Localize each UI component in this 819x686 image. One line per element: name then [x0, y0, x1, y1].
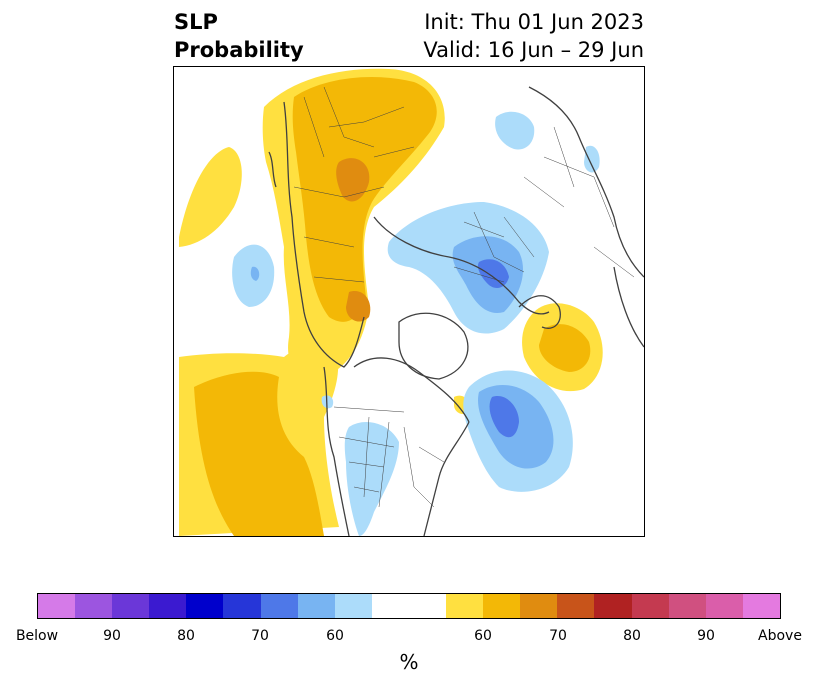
coast-north-america-east: [423, 421, 470, 536]
colorbar-cell: [297, 594, 335, 618]
border-lines-asia: [293, 86, 415, 283]
colorbar-tick-80-above: 80: [623, 628, 641, 644]
above-region-east-asia-dark-2: [346, 291, 371, 322]
date-info: Init: Thu 01 Jun 2023 Valid: 16 Jun – 29…: [423, 8, 644, 64]
variable-label: SLP: [174, 10, 218, 34]
colorbar-cell: [260, 594, 298, 618]
coastlines: [268, 86, 644, 536]
colorbar-tick-60-below: 60: [326, 628, 344, 644]
colorbar-tick-80-below: 80: [177, 628, 195, 644]
below-region-siberia-small: [584, 145, 600, 173]
colorbar-tick-90-below: 90: [103, 628, 121, 644]
coast-europe: [528, 86, 644, 278]
colorbar-tick-90-above: 90: [697, 628, 715, 644]
above-normal-shading: [179, 68, 603, 536]
above-region-atlantic: [539, 324, 591, 372]
colorbar-cell: [112, 594, 150, 618]
colorbar-cell: [483, 594, 521, 618]
above-region-east-asia-dark: [336, 158, 370, 202]
colorbar-tick-70-below: 70: [251, 628, 269, 644]
valid-range: Valid: 16 Jun – 29 Jun: [423, 38, 644, 62]
coast-japan: [268, 151, 277, 188]
colorbar-cell: [705, 594, 743, 618]
coast-africa: [613, 266, 644, 348]
colorbar-tick-above: Above: [758, 628, 802, 644]
coast-eurasia-north: [373, 216, 550, 315]
coast-eurasia-east: [283, 101, 365, 368]
colorbar-cell: [38, 594, 76, 618]
below-region-arctic-dark: [477, 259, 509, 289]
colorbar-cell: [446, 594, 484, 618]
init-date: Init: Thu 01 Jun 2023: [424, 10, 644, 34]
probability-colorbar: [37, 593, 781, 619]
colorbar-cell: [520, 594, 558, 618]
colorbar-cell: [371, 594, 409, 618]
colorbar-cell: [75, 594, 113, 618]
below-region-west-pacific: [250, 266, 260, 281]
coast-north-america-arctic: [353, 357, 470, 423]
below-region-north-america-light: [344, 422, 399, 536]
above-region-west-pacific-light: [179, 147, 242, 247]
colorbar-cell: [186, 594, 224, 618]
colorbar-cell: [668, 594, 706, 618]
colorbar-cell: [631, 594, 669, 618]
colorbar-cell: [557, 594, 595, 618]
colorbar-cell: [742, 594, 780, 618]
coast-scandinavia: [518, 295, 561, 329]
colorbar-cell: [223, 594, 261, 618]
map-title: SLP Probability: [174, 8, 304, 64]
above-region-pacific: [194, 371, 324, 536]
border-lines-north-america: [333, 406, 445, 508]
above-region-east-asia: [292, 77, 437, 322]
colorbar-cell: [149, 594, 187, 618]
colorbar-unit-label: %: [399, 650, 419, 674]
probability-map: [173, 66, 645, 537]
coast-greenland: [398, 312, 469, 380]
colorbar-cell: [594, 594, 632, 618]
below-normal-shading: [232, 111, 600, 536]
colorbar-cell: [334, 594, 372, 618]
colorbar-tick-60-above: 60: [474, 628, 492, 644]
borders: [293, 86, 635, 508]
coast-north-america-west: [323, 366, 350, 536]
below-region-siberia-light: [495, 111, 535, 150]
below-region-atlantic-dark: [489, 396, 519, 438]
colorbar-tick-70-above: 70: [549, 628, 567, 644]
product-label: Probability: [174, 38, 304, 62]
colorbar-tick-below: Below: [15, 628, 59, 644]
border-lines-europe: [453, 126, 635, 283]
colorbar-cell: [408, 594, 447, 618]
